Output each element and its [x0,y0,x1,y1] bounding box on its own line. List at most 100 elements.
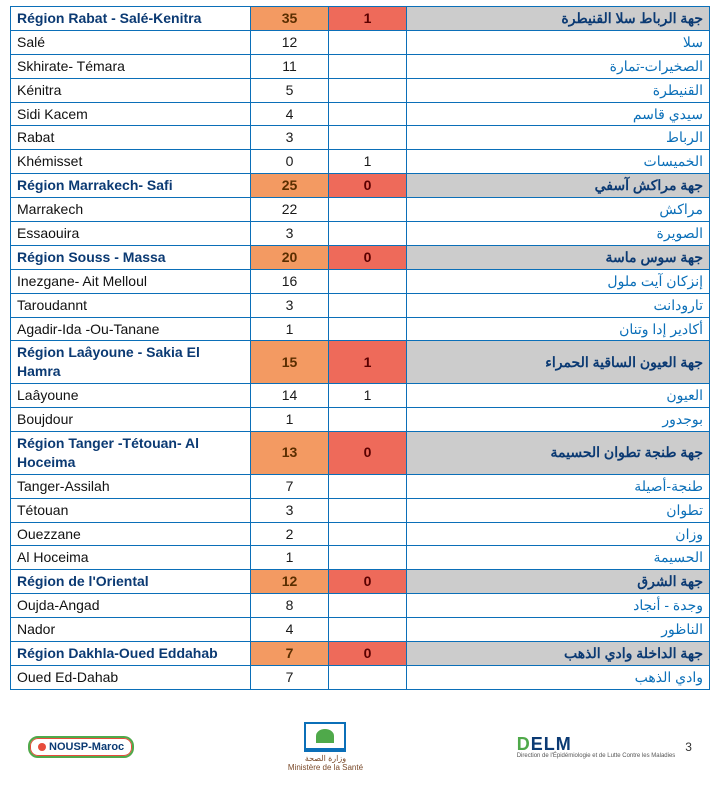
cell-ar: القنيطرة [407,78,710,102]
cell-v2 [329,30,407,54]
hdr-v1: 35 [251,7,329,31]
hdr-v2: 0 [329,174,407,198]
hdr-ar: جهة طنجة تطوان الحسيمة [407,432,710,475]
cell-v1: 12 [251,30,329,54]
cell-fr: Ouezzane [11,522,251,546]
cell-v2: 1 [329,384,407,408]
logo-right-sub: Direction de l'Épidémiologie et de Lutte… [517,753,676,759]
cell-v2 [329,618,407,642]
region-header: Région Tanger -Tétouan- Al Hoceima130جهة… [11,432,710,475]
hdr-v2: 0 [329,245,407,269]
cell-ar: سيدي قاسم [407,102,710,126]
cell-v1: 16 [251,269,329,293]
page-footer: NOUSP-Maroc وزارة الصحة Ministère de la … [10,722,710,780]
cell-fr: Agadir-Ida -Ou-Tanane [11,317,251,341]
regions-table: Région Rabat - Salé-Kenitra351جهة الرباط… [10,6,710,690]
hdr-fr: Région Rabat - Salé-Kenitra [11,7,251,31]
hdr-v1: 15 [251,341,329,384]
table-row: Agadir-Ida -Ou-Tanane1 أكادير إدا وتنان [11,317,710,341]
cell-fr: Essaouira [11,222,251,246]
table-row: Taroudannt3تارودانت [11,293,710,317]
cell-v2 [329,317,407,341]
hdr-ar: جهة الشرق [407,570,710,594]
cell-ar: وجدة - أنجاد [407,594,710,618]
cell-v1: 2 [251,522,329,546]
cell-v1: 7 [251,665,329,689]
region-header: Région Dakhla-Oued Eddahab70جهة الداخلة … [11,642,710,666]
cell-v2 [329,293,407,317]
cell-v2 [329,78,407,102]
cell-v2 [329,269,407,293]
table-row: Sidi Kacem4سيدي قاسم [11,102,710,126]
cell-ar: أكادير إدا وتنان [407,317,710,341]
region-header: Région Rabat - Salé-Kenitra351جهة الرباط… [11,7,710,31]
cell-v1: 1 [251,317,329,341]
cell-v2 [329,522,407,546]
hdr-v1: 13 [251,432,329,475]
table-row: Khémisset01الخميسات [11,150,710,174]
table-row: Essaouira3الصويرة [11,222,710,246]
hdr-v2: 0 [329,642,407,666]
hdr-ar: جهة سوس ماسة [407,245,710,269]
hdr-fr: Région Laâyoune - Sakia El Hamra [11,341,251,384]
cell-v1: 22 [251,198,329,222]
cell-fr: Inezgane- Ait Melloul [11,269,251,293]
region-header: Région Laâyoune - Sakia El Hamra151جهة ا… [11,341,710,384]
cell-fr: Rabat [11,126,251,150]
hdr-v1: 25 [251,174,329,198]
table-row: Tétouan3 تطوان [11,498,710,522]
cell-fr: Tanger-Assilah [11,474,251,498]
page-number: 3 [685,740,692,754]
table-row: Salé12سلا [11,30,710,54]
cell-v2 [329,474,407,498]
hdr-ar: جهة العيون الساقية الحمراء [407,341,710,384]
cell-v1: 4 [251,618,329,642]
table-row: Marrakech22مراكش [11,198,710,222]
table-row: Oujda-Angad8وجدة - أنجاد [11,594,710,618]
cell-v1: 3 [251,293,329,317]
cell-ar: العيون [407,384,710,408]
region-header: Région Marrakech- Safi250جهة مراكش آسفي [11,174,710,198]
hdr-fr: Région de l'Oriental [11,570,251,594]
cell-ar: الحسيمة [407,546,710,570]
cell-fr: Al Hoceima [11,546,251,570]
logo-right: DELM Direction de l'Épidémiologie et de … [517,735,692,759]
table-row: Oued Ed-Dahab7وادي الذهب [11,665,710,689]
cell-v2 [329,408,407,432]
cell-fr: Skhirate- Témara [11,54,251,78]
cell-ar: الصويرة [407,222,710,246]
table-row: Ouezzane2 وزان [11,522,710,546]
cell-v2: 1 [329,150,407,174]
cell-fr: Tétouan [11,498,251,522]
cell-v1: 1 [251,546,329,570]
hdr-fr: Région Marrakech- Safi [11,174,251,198]
cell-ar: سلا [407,30,710,54]
table-row: Laâyoune141العيون [11,384,710,408]
cell-v1: 0 [251,150,329,174]
cell-v2 [329,102,407,126]
cell-ar: الصخيرات-تمارة [407,54,710,78]
cell-v1: 4 [251,102,329,126]
cell-ar: الخميسات [407,150,710,174]
hdr-fr: Région Tanger -Tétouan- Al Hoceima [11,432,251,475]
hdr-v1: 20 [251,245,329,269]
cell-v2 [329,594,407,618]
logo-left-text: NOUSP-Maroc [49,741,124,753]
cell-ar: وزان [407,522,710,546]
table-row: Inezgane- Ait Melloul16إنزكان آيت ملول [11,269,710,293]
cell-v1: 11 [251,54,329,78]
cell-v1: 3 [251,498,329,522]
table-row: Kénitra5القنيطرة [11,78,710,102]
cell-v1: 8 [251,594,329,618]
table-row: Nador4الناظور [11,618,710,642]
cell-v1: 1 [251,408,329,432]
cell-v2 [329,54,407,78]
hdr-ar: جهة الداخلة وادي الذهب [407,642,710,666]
hdr-v2: 0 [329,570,407,594]
cell-ar: تطوان [407,498,710,522]
cell-ar: وادي الذهب [407,665,710,689]
region-header: Région de l'Oriental120جهة الشرق [11,570,710,594]
cell-v1: 5 [251,78,329,102]
cell-v1: 3 [251,126,329,150]
cell-ar: الناظور [407,618,710,642]
